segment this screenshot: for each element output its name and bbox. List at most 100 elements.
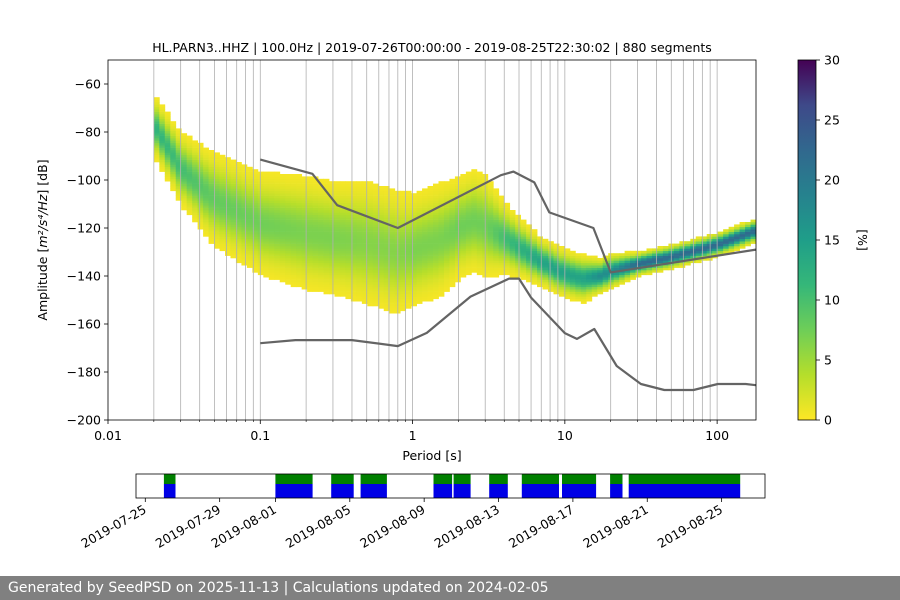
- heatmap-cell: [438, 286, 445, 290]
- heatmap-cell: [285, 178, 292, 182]
- heatmap-cell: [504, 262, 511, 266]
- heatmap-cell: [427, 195, 434, 199]
- heatmap-cell: [504, 217, 511, 220]
- heatmap-cell: [181, 186, 188, 189]
- heatmap-cell: [706, 238, 713, 242]
- heatmap-cell: [717, 241, 724, 244]
- heatmap-cell: [339, 241, 346, 244]
- heatmap-cell: [208, 169, 215, 172]
- heatmap-cell: [422, 202, 428, 206]
- heatmap-cell: [268, 207, 275, 211]
- heatmap-cell: [307, 214, 313, 218]
- heatmap-cell: [383, 303, 390, 307]
- heatmap-cell: [350, 202, 357, 206]
- heatmap-cell: [329, 226, 335, 230]
- heatmap-cell: [241, 181, 248, 184]
- heatmap-cell: [219, 188, 226, 192]
- heatmap-cell: [433, 255, 439, 259]
- heatmap-cell: [745, 231, 751, 235]
- heatmap-cell: [252, 234, 259, 237]
- heatmap-cell: [339, 250, 346, 254]
- heatmap-cell: [487, 202, 494, 206]
- heatmap-cell: [279, 277, 286, 280]
- heatmap-cell: [214, 207, 220, 211]
- heatmap-cell: [334, 289, 341, 292]
- heatmap-cell: [569, 294, 576, 297]
- heatmap-cell: [208, 174, 215, 177]
- heatmap-cell: [367, 200, 374, 204]
- heatmap-cell: [263, 181, 270, 184]
- heatmap-cell: [422, 296, 428, 300]
- heatmap-cell: [422, 198, 428, 201]
- heatmap-cell: [197, 178, 204, 182]
- heatmap-cell: [433, 202, 439, 206]
- heatmap-cell: [329, 210, 335, 213]
- heatmap-cell: [153, 111, 160, 115]
- colorbar-tick-label: 20: [824, 173, 840, 188]
- heatmap-cell: [433, 205, 439, 208]
- heatmap-cell: [274, 238, 281, 242]
- heatmap-cell: [504, 214, 511, 218]
- heatmap-cell: [350, 270, 357, 273]
- heatmap-cell: [318, 226, 324, 230]
- heatmap-cell: [433, 212, 439, 216]
- heatmap-cell: [214, 154, 220, 158]
- heatmap-cell: [345, 238, 352, 242]
- heatmap-cell: [290, 267, 297, 271]
- heatmap-cell: [219, 166, 226, 170]
- heatmap-cell: [400, 193, 407, 196]
- heatmap-cell: [586, 291, 593, 295]
- heatmap-cell: [361, 262, 368, 266]
- heatmap-cell: [334, 234, 341, 237]
- heatmap-cell: [542, 238, 549, 242]
- heatmap-cell: [367, 296, 374, 300]
- heatmap-cell: [361, 202, 368, 206]
- heatmap-cell: [307, 210, 313, 213]
- heatmap-cell: [318, 246, 324, 249]
- heatmap-cell: [279, 195, 286, 199]
- heatmap-cell: [241, 229, 248, 232]
- heatmap-cell: [203, 174, 209, 177]
- heatmap-cell: [476, 186, 483, 189]
- heatmap-cell: [695, 238, 702, 242]
- heatmap-cell: [246, 200, 253, 204]
- heatmap-cell: [646, 260, 653, 264]
- heatmap-cell: [257, 217, 264, 220]
- heatmap-cell: [575, 286, 582, 290]
- heatmap-cell: [378, 267, 385, 271]
- heatmap-cell: [641, 260, 647, 264]
- heatmap-cell: [203, 214, 209, 218]
- heatmap-cell: [449, 226, 456, 230]
- heatmap-cell: [493, 265, 500, 268]
- heatmap-cell: [345, 212, 352, 216]
- heatmap-cell: [263, 183, 270, 187]
- heatmap-cell: [235, 164, 242, 168]
- heatmap-cell: [361, 289, 368, 292]
- heatmap-cell: [493, 260, 500, 264]
- heatmap-cell: [312, 241, 319, 244]
- heatmap-cell: [301, 188, 308, 192]
- heatmap-cell: [323, 198, 330, 201]
- heatmap-cell: [717, 250, 724, 254]
- heatmap-cell: [192, 195, 199, 199]
- heatmap-cell: [471, 243, 478, 247]
- heatmap-cell: [586, 277, 593, 280]
- heatmap-cell: [274, 219, 281, 223]
- heatmap-cell: [312, 226, 319, 230]
- heatmap-cell: [170, 166, 177, 170]
- heatmap-cell: [553, 243, 560, 247]
- heatmap-cell: [208, 166, 215, 170]
- heatmap-cell: [372, 229, 379, 232]
- heatmap-cell: [186, 142, 193, 146]
- heatmap-cell: [400, 217, 407, 220]
- heatmap-cell: [537, 243, 543, 247]
- heatmap-cell: [449, 190, 456, 194]
- heatmap-cell: [416, 255, 423, 259]
- heatmap-cell: [531, 229, 538, 232]
- heatmap-cell: [465, 207, 472, 211]
- heatmap-cell: [372, 255, 379, 259]
- heatmap-cell: [422, 238, 428, 242]
- heatmap-cell: [268, 186, 275, 189]
- heatmap-cell: [504, 236, 511, 240]
